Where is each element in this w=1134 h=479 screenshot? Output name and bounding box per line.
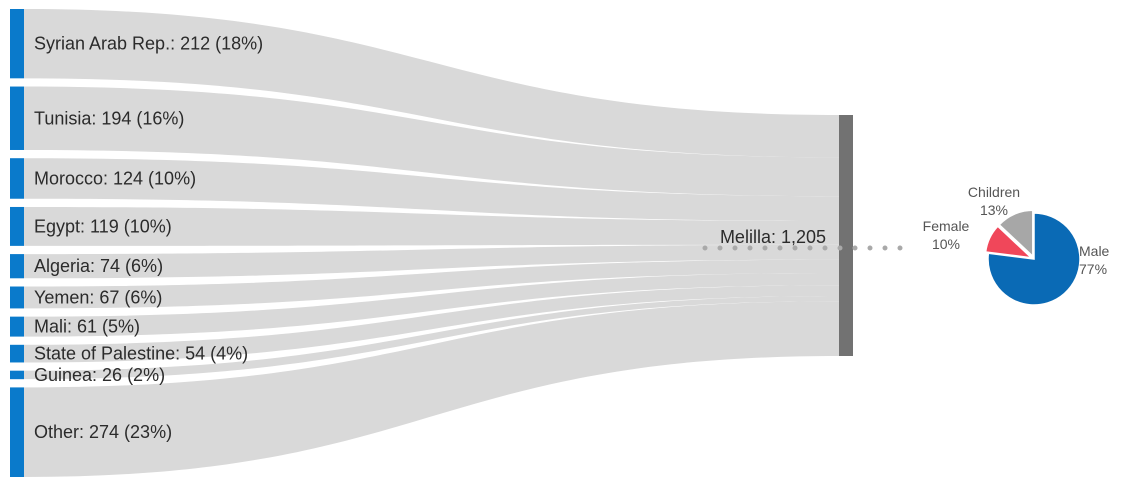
flow-guinea [24, 296, 839, 380]
source-node-guinea [10, 370, 24, 380]
source-node-egypt [10, 206, 24, 246]
gender-age-pie [984, 209, 1081, 306]
source-label-state-of-palestine: State of Palestine: 54 (4%) [34, 344, 248, 364]
flow-other [24, 301, 839, 477]
source-label-tunisia: Tunisia: 194 (16%) [34, 108, 184, 128]
source-label-morocco: Morocco: 124 (10%) [34, 168, 196, 188]
pie-slice-female [984, 225, 1034, 259]
pie-slice-children [998, 209, 1034, 258]
pie-label-male: Male [1079, 243, 1110, 259]
source-nodes [10, 9, 24, 477]
flow-tunisia [24, 86, 839, 197]
source-node-state-of-palestine [10, 344, 24, 363]
pie-pct-female: 10% [932, 236, 960, 252]
flow-yemen [24, 259, 839, 309]
target-node-melilla [839, 115, 853, 356]
flow-morocco [24, 158, 839, 221]
source-label-yemen: Yemen: 67 (6%) [34, 287, 162, 307]
source-node-other [10, 387, 24, 477]
source-labels: Syrian Arab Rep.: 212 (18%) Tunisia: 194 … [34, 34, 263, 443]
source-label-syrian-arab-rep: Syrian Arab Rep.: 212 (18%) [34, 34, 263, 54]
target-label: Melilla: 1,205 [720, 227, 826, 247]
source-label-mali: Mali: 61 (5%) [34, 317, 140, 337]
source-node-tunisia [10, 86, 24, 150]
source-label-guinea: Guinea: 26 (2%) [34, 365, 165, 385]
flow-syrian-arab-rep [24, 9, 839, 158]
flow-state-of-palestine [24, 285, 839, 363]
flow-mali [24, 273, 839, 337]
pie-slice-male [987, 212, 1081, 306]
flow-egypt [24, 206, 839, 246]
flows [24, 9, 839, 477]
pie-labels: Male 77% Female 10% Children 13% [923, 184, 1110, 277]
pie-pct-children: 13% [980, 202, 1008, 218]
source-node-mali [10, 316, 24, 337]
source-node-yemen [10, 286, 24, 309]
pie-pct-male: 77% [1079, 261, 1107, 277]
pie-label-children: Children [968, 184, 1020, 200]
source-label-algeria: Algeria: 74 (6%) [34, 256, 163, 276]
source-node-syrian-arab-rep [10, 9, 24, 79]
source-node-morocco [10, 158, 24, 199]
pie-label-female: Female [923, 218, 970, 234]
source-label-egypt: Egypt: 119 (10%) [34, 216, 172, 236]
source-label-other: Other: 274 (23%) [34, 422, 172, 442]
source-node-algeria [10, 254, 24, 279]
flow-algeria [24, 244, 839, 279]
